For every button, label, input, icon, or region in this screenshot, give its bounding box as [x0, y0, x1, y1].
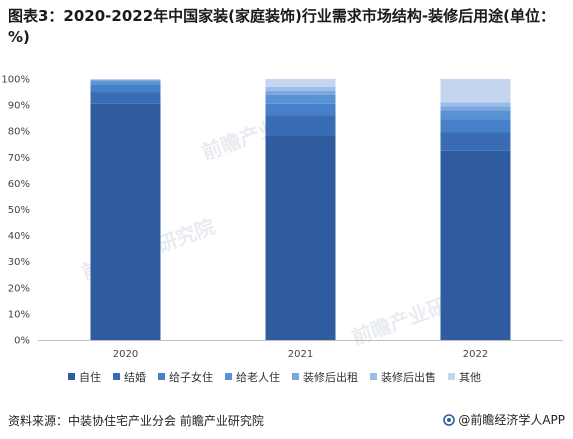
y-tick-label: 80%	[8, 127, 30, 138]
y-axis: 0% 10% 20% 30% 40% 50% 60% 70% 80% 90% 100%	[1, 75, 30, 347]
bar-segment	[440, 79, 511, 103]
legend: 自住 结婚 给子女住 给老人住 装修后出租 装修后出售 其他	[68, 370, 481, 384]
bar-segment	[265, 79, 336, 87]
bars-layer	[90, 79, 511, 340]
y-tick-label: 20%	[8, 283, 30, 294]
legend-swatch	[158, 373, 165, 380]
x-tick-label: 2022	[463, 349, 488, 360]
legend-label: 给老人住	[236, 370, 280, 384]
bar-segment	[265, 103, 336, 116]
bar-segment	[90, 79, 161, 80]
legend-swatch	[292, 373, 299, 380]
bar-segment	[265, 115, 336, 136]
bar-segment	[265, 86, 336, 91]
legend-swatch	[113, 373, 120, 380]
brand-text: @前瞻经济学人APP	[458, 413, 565, 427]
bar-segment	[90, 84, 161, 93]
bar-segment	[440, 102, 511, 107]
y-tick-label: 10%	[8, 309, 30, 320]
x-axis: 2020 2021 2022	[38, 340, 563, 360]
legend-label: 自住	[79, 370, 101, 384]
bar-segment	[90, 103, 161, 340]
brand-logo-icon	[443, 413, 456, 426]
bar-segment	[265, 94, 336, 104]
bar-segment	[440, 132, 511, 151]
y-tick-label: 100%	[1, 75, 30, 86]
chart-title: 图表3：2020-2022年中国家装(家庭装饰)行业需求市场结构-装修后用途(单…	[8, 7, 555, 46]
legend-swatch	[225, 373, 232, 380]
source-note: 资料来源：中装协住宅产业分会 前瞻产业研究院	[8, 414, 264, 428]
y-tick-label: 90%	[8, 101, 30, 112]
y-tick-label: 30%	[8, 257, 30, 268]
bar-segment	[90, 92, 161, 104]
bar-segment	[440, 106, 511, 111]
legend-swatch	[68, 373, 75, 380]
legend-swatch	[370, 373, 377, 380]
bar-segment	[265, 90, 336, 95]
legend-label: 结婚	[124, 370, 146, 384]
x-tick-label: 2020	[113, 349, 138, 360]
legend-swatch	[448, 373, 455, 380]
bar-segment	[440, 150, 511, 340]
bar-segment	[440, 119, 511, 133]
bar-segment	[90, 79, 161, 82]
y-tick-label: 60%	[8, 179, 30, 190]
bar-segment	[265, 135, 336, 340]
y-tick-label: 50%	[8, 205, 30, 216]
x-tick-label: 2021	[288, 349, 313, 360]
brand-label: @前瞻经济学人APP	[443, 411, 565, 428]
legend-label: 给子女住	[169, 370, 213, 384]
bar-segment	[440, 110, 511, 120]
y-tick-label: 70%	[8, 153, 30, 164]
y-tick-label: 0%	[14, 336, 30, 347]
legend-label: 装修后出租	[303, 370, 358, 384]
legend-label: 装修后出售	[381, 370, 436, 384]
y-tick-label: 40%	[8, 231, 30, 242]
bar-segment	[90, 81, 161, 85]
legend-label: 其他	[459, 371, 481, 384]
